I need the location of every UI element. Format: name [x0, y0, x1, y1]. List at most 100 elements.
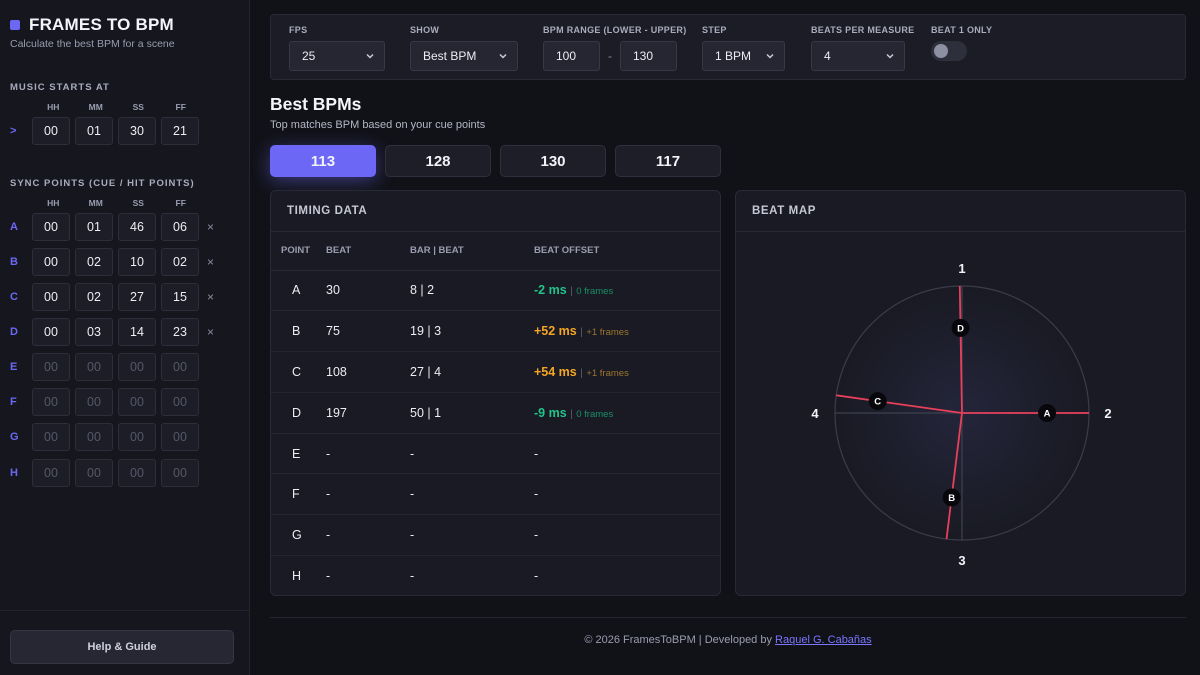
sync-mm-field[interactable]: 03: [75, 318, 113, 346]
music-start-row: > 00 01 30 21: [0, 117, 250, 145]
offset-separator: |: [580, 327, 583, 339]
cell-bar-beat: 50 | 1: [410, 392, 534, 434]
sync-ff-field[interactable]: 00: [161, 423, 199, 451]
sync-ss-field[interactable]: 00: [118, 388, 156, 416]
sync-mm-field[interactable]: 01: [75, 213, 113, 241]
bpm-upper-input[interactable]: 130: [620, 41, 677, 71]
sync-ff-field[interactable]: 00: [161, 459, 199, 487]
bpm-chip[interactable]: 113: [270, 145, 376, 177]
sync-row-c: C 00 02 27 15 ×: [0, 283, 250, 311]
sync-hh-field[interactable]: 00: [32, 388, 70, 416]
bpm-chip[interactable]: 117: [615, 145, 721, 177]
range-dash: -: [608, 49, 612, 63]
offset-ms: +54 ms: [534, 364, 577, 379]
sync-letter: A: [10, 221, 18, 233]
sync-ss-field[interactable]: 14: [118, 318, 156, 346]
sync-ss-field[interactable]: 00: [118, 459, 156, 487]
author-link[interactable]: Raquel G. Cabañas: [775, 634, 872, 646]
sync-mm-field[interactable]: 00: [75, 459, 113, 487]
sync-hh-field[interactable]: 00: [32, 318, 70, 346]
chevron-down-icon: [886, 53, 894, 59]
music-start-ff[interactable]: 21: [161, 117, 199, 145]
remove-point-icon[interactable]: ×: [207, 290, 215, 304]
sync-hh-field[interactable]: 00: [32, 423, 70, 451]
music-start-ss[interactable]: 30: [118, 117, 156, 145]
sync-hh-field[interactable]: 00: [32, 353, 70, 381]
music-start-hh[interactable]: 00: [32, 117, 70, 145]
sync-ss-field[interactable]: 46: [118, 213, 156, 241]
controls-bar: FPS 25 SHOW Best BPM BPM RANGE (LOWER - …: [270, 14, 1186, 80]
table-row: G - - -: [271, 514, 720, 557]
sync-row-d: D 00 03 14 23 ×: [0, 318, 250, 346]
sync-mm-field[interactable]: 02: [75, 248, 113, 276]
beat-label-3: 3: [958, 553, 965, 568]
sync-ff-field[interactable]: 00: [161, 388, 199, 416]
sync-ff-field[interactable]: 00: [161, 353, 199, 381]
sync-hh-field[interactable]: 00: [32, 213, 70, 241]
table-row: F - - -: [271, 473, 720, 516]
fps-select[interactable]: 25: [289, 41, 385, 71]
sync-hh-field[interactable]: 00: [32, 248, 70, 276]
cell-point: C: [271, 351, 326, 393]
fps-value: 25: [302, 49, 316, 63]
sync-letter: H: [10, 467, 18, 479]
table-row: H - - -: [271, 556, 720, 595]
beats-select[interactable]: 4: [811, 41, 905, 71]
col-head-mm: MM: [88, 198, 103, 208]
sync-mm-field[interactable]: 02: [75, 283, 113, 311]
show-select[interactable]: Best BPM: [410, 41, 518, 71]
sync-ss-field[interactable]: 00: [118, 423, 156, 451]
sync-mm-field[interactable]: 00: [75, 388, 113, 416]
help-guide-button[interactable]: Help & Guide: [10, 630, 234, 664]
col-head-ss: SS: [132, 198, 144, 208]
music-start-mm[interactable]: 01: [75, 117, 113, 145]
beat-map-diagram: 1 2 3 4 D A B C: [811, 261, 1111, 568]
col-head-hh: HH: [47, 102, 60, 112]
cell-beat: 30: [326, 270, 410, 312]
bpm-range-control: BPM RANGE (LOWER - UPPER) 100 - 130: [543, 25, 687, 71]
bpm-chip[interactable]: 128: [385, 145, 491, 177]
cell-bar-beat: 8 | 2: [410, 270, 534, 312]
sync-row-h: H 00 00 00 00: [0, 459, 250, 487]
sync-ff-field[interactable]: 15: [161, 283, 199, 311]
beatmap-panel: BEAT MAP 1 2 3 4 D A B C: [735, 190, 1186, 596]
bpm-range-inputs: 100 - 130: [543, 41, 687, 71]
sync-hh-field[interactable]: 00: [32, 283, 70, 311]
remove-point-icon[interactable]: ×: [207, 220, 215, 234]
footer: © 2026 FramesToBPM | Developed by Raquel…: [270, 634, 1186, 646]
beat-line-c: [836, 394, 963, 414]
remove-point-icon[interactable]: ×: [207, 255, 215, 269]
sync-ss-field[interactable]: 10: [118, 248, 156, 276]
beat1-toggle[interactable]: [931, 41, 967, 61]
step-label: STEP: [702, 25, 727, 35]
sync-mm-field[interactable]: 00: [75, 423, 113, 451]
sync-ff-field[interactable]: 06: [161, 213, 199, 241]
sync-row-b: B 00 02 10 02 ×: [0, 248, 250, 276]
chevron-down-icon: [766, 53, 774, 59]
bpm-lower-input[interactable]: 100: [543, 41, 600, 71]
sync-col-heads: HH MM SS FF: [32, 198, 202, 208]
sync-ff-field[interactable]: 02: [161, 248, 199, 276]
brand-logo-icon: [10, 20, 20, 30]
sync-row-a: A 00 01 46 06 ×: [0, 213, 250, 241]
remove-point-icon[interactable]: ×: [207, 325, 215, 339]
sidebar-footer: Help & Guide: [0, 610, 250, 675]
cell-beat: 108: [326, 351, 410, 393]
beat-line-d: [958, 286, 963, 414]
beat-points: D A B C: [836, 286, 1089, 540]
sync-letter: C: [10, 291, 18, 303]
sync-ff-field[interactable]: 23: [161, 318, 199, 346]
bpm-chip[interactable]: 130: [500, 145, 606, 177]
sync-row-g: G 00 00 00 00: [0, 423, 250, 451]
sync-hh-field[interactable]: 00: [32, 459, 70, 487]
sync-letter: B: [10, 256, 18, 268]
sync-mm-field[interactable]: 00: [75, 353, 113, 381]
step-select[interactable]: 1 BPM: [702, 41, 785, 71]
cell-point: G: [271, 514, 326, 557]
sync-ss-field[interactable]: 27: [118, 283, 156, 311]
sync-ss-field[interactable]: 00: [118, 353, 156, 381]
cell-offset: +54 ms | +1 frames: [534, 351, 720, 393]
footer-text: © 2026 FramesToBPM | Developed by: [584, 634, 772, 646]
fps-control: FPS 25: [289, 25, 385, 71]
cell-bar-beat: -: [410, 569, 415, 584]
